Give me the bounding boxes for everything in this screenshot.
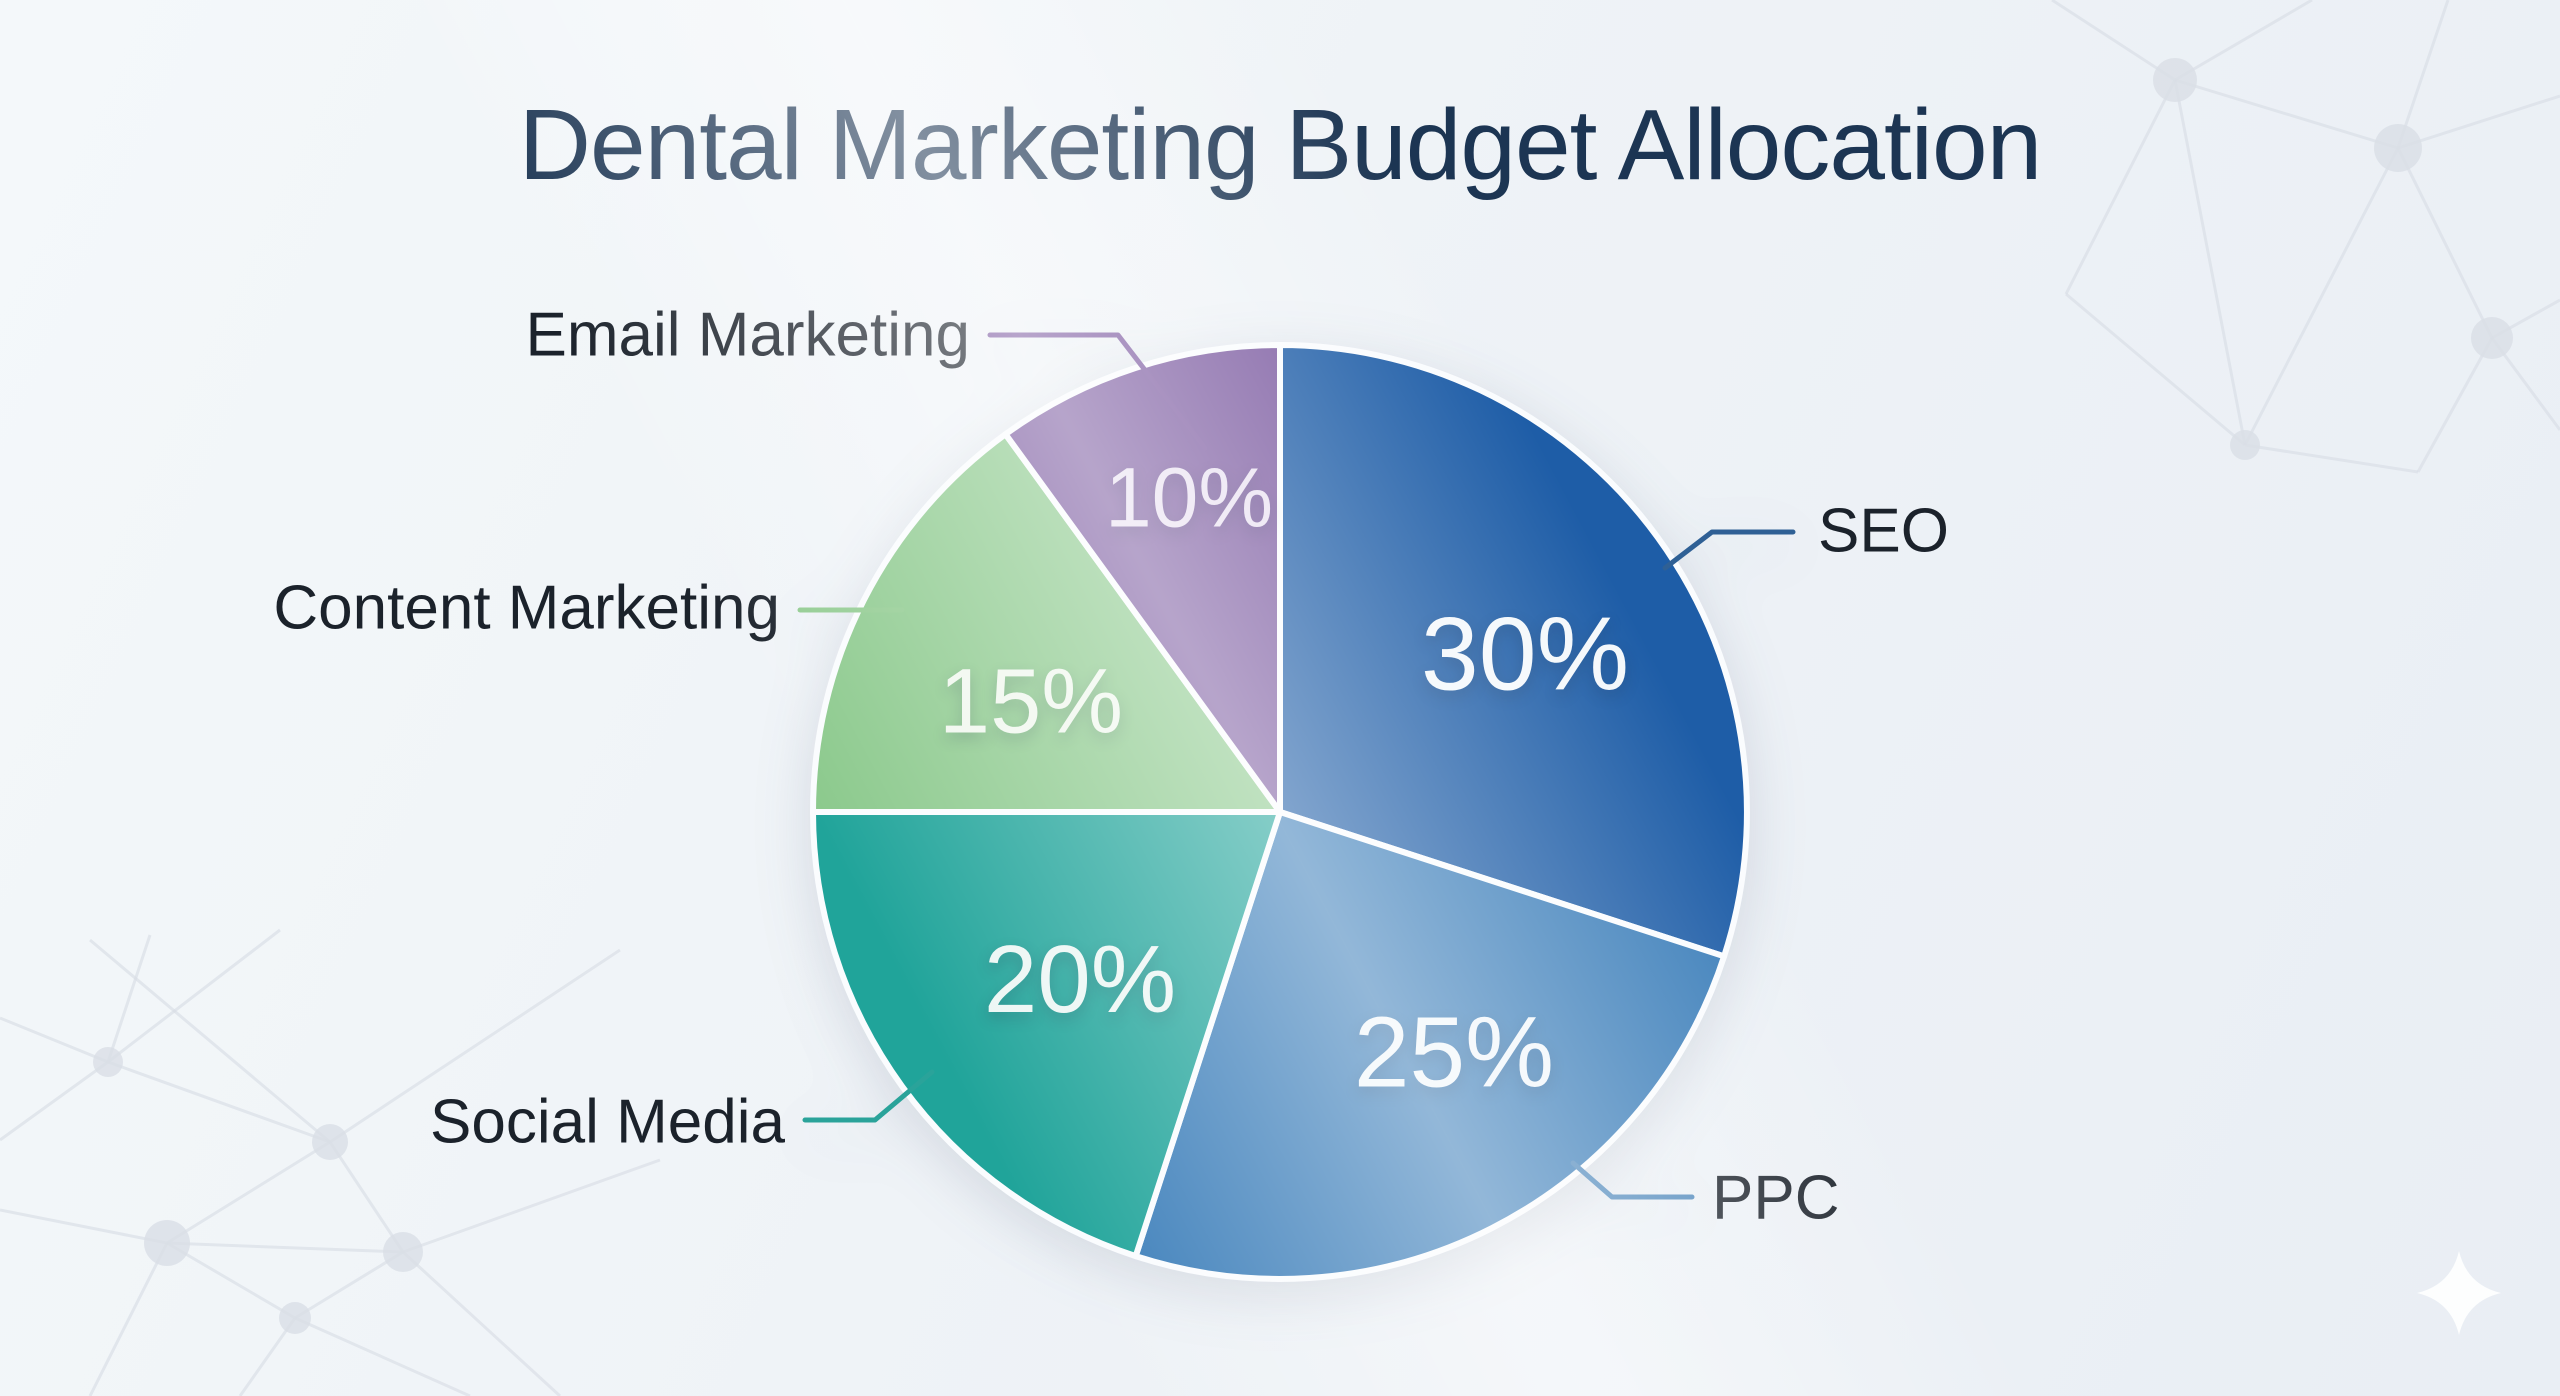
pie-slice-ppc	[1132, 809, 1728, 1282]
slice-value-label-seo: 30%	[1420, 596, 1630, 713]
pie-slice-seo	[1277, 342, 1750, 960]
plexus-bottom-left	[0, 928, 661, 1396]
chart-title: Dental Marketing Budget Allocation	[518, 89, 2043, 201]
pie-slice-email-marketing	[1002, 342, 1283, 815]
leader-line-social-media	[802, 1069, 935, 1123]
callout-label-content-marketing: Content Marketing	[273, 573, 780, 643]
callout-label-seo: SEO	[1818, 496, 1949, 566]
pie-slice-social-media	[810, 809, 1283, 1260]
leader-line-email-marketing	[987, 332, 1208, 451]
callout-label-ppc: PPC	[1712, 1163, 1840, 1233]
callout-label-email-marketing: Email Marketing	[525, 300, 970, 370]
sparkle-icon	[2417, 1251, 2501, 1335]
slice-value-label-email-marketing: 10%	[1104, 450, 1274, 545]
pie-slices	[810, 342, 1750, 1282]
leader-line-seo	[1662, 529, 1796, 571]
slice-value-label-ppc: 25%	[1353, 996, 1555, 1109]
pie-slice-content-marketing	[810, 431, 1283, 815]
plexus-top-right	[2051, 0, 2560, 474]
leader-line-ppc	[1570, 1160, 1695, 1200]
callout-label-social-media: Social Media	[430, 1087, 785, 1157]
leader-lines	[797, 332, 1796, 1200]
slice-value-label-content-marketing: 15%	[938, 650, 1124, 753]
slice-value-label-social-media: 20%	[983, 926, 1177, 1033]
